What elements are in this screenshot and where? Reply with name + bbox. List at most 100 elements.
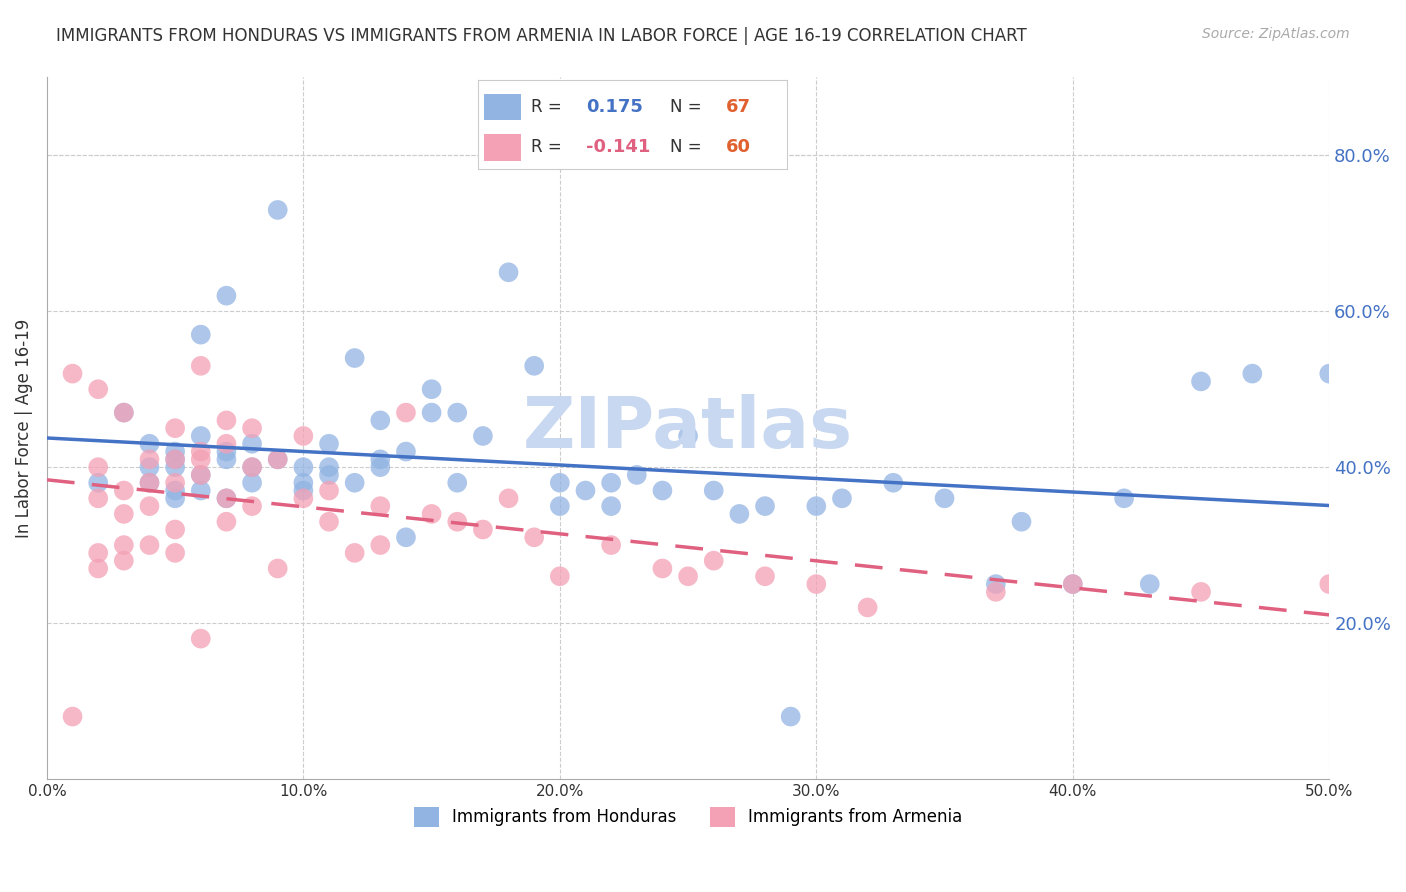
Immigrants from Armenia [138, 475, 160, 490]
Immigrants from Armenia [87, 561, 110, 575]
Immigrants from Armenia [190, 467, 212, 482]
Immigrants from Armenia [600, 538, 623, 552]
Immigrants from Armenia [651, 561, 673, 575]
Immigrants from Honduras [368, 413, 391, 427]
Immigrants from Armenia [215, 413, 238, 427]
Immigrants from Armenia [165, 452, 187, 467]
Immigrants from Honduras [779, 709, 801, 723]
Immigrants from Honduras [240, 460, 263, 475]
Immigrants from Honduras [984, 577, 1007, 591]
Immigrants from Honduras [1112, 491, 1135, 506]
Immigrants from Honduras [1011, 515, 1033, 529]
Text: 0.175: 0.175 [586, 98, 643, 116]
Immigrants from Honduras [600, 475, 623, 490]
Immigrants from Armenia [215, 491, 238, 506]
Immigrants from Armenia [190, 444, 212, 458]
Immigrants from Honduras [934, 491, 956, 506]
Immigrants from Armenia [112, 406, 135, 420]
Immigrants from Honduras [1241, 367, 1264, 381]
Immigrants from Honduras [87, 475, 110, 490]
Immigrants from Honduras [165, 483, 187, 498]
Immigrants from Honduras [806, 499, 828, 513]
Immigrants from Honduras [446, 406, 468, 420]
Y-axis label: In Labor Force | Age 16-19: In Labor Force | Age 16-19 [15, 318, 32, 538]
Immigrants from Armenia [267, 561, 290, 575]
Immigrants from Armenia [856, 600, 879, 615]
Immigrants from Armenia [984, 585, 1007, 599]
Immigrants from Armenia [112, 507, 135, 521]
Immigrants from Honduras [292, 460, 315, 475]
Immigrants from Armenia [420, 507, 443, 521]
Immigrants from Honduras [703, 483, 725, 498]
Text: Source: ZipAtlas.com: Source: ZipAtlas.com [1202, 27, 1350, 41]
Immigrants from Armenia [318, 515, 340, 529]
Immigrants from Honduras [165, 444, 187, 458]
Text: 60: 60 [725, 138, 751, 156]
Bar [484, 94, 522, 120]
Immigrants from Honduras [651, 483, 673, 498]
Immigrants from Honduras [548, 475, 571, 490]
Immigrants from Armenia [703, 554, 725, 568]
Immigrants from Armenia [87, 491, 110, 506]
Immigrants from Honduras [318, 436, 340, 450]
Immigrants from Armenia [62, 367, 84, 381]
Immigrants from Honduras [138, 475, 160, 490]
Immigrants from Armenia [318, 483, 340, 498]
Immigrants from Honduras [420, 382, 443, 396]
Immigrants from Honduras [318, 460, 340, 475]
Immigrants from Honduras [215, 288, 238, 302]
Immigrants from Armenia [112, 554, 135, 568]
Immigrants from Honduras [600, 499, 623, 513]
Immigrants from Honduras [165, 460, 187, 475]
Immigrants from Honduras [215, 444, 238, 458]
Immigrants from Armenia [754, 569, 776, 583]
Immigrants from Armenia [165, 475, 187, 490]
Immigrants from Honduras [190, 483, 212, 498]
Immigrants from Honduras [395, 530, 418, 544]
Immigrants from Honduras [267, 202, 290, 217]
Immigrants from Honduras [112, 406, 135, 420]
Immigrants from Honduras [190, 327, 212, 342]
Text: R =: R = [530, 138, 561, 156]
Immigrants from Armenia [165, 523, 187, 537]
Immigrants from Armenia [87, 546, 110, 560]
Immigrants from Armenia [240, 499, 263, 513]
Immigrants from Honduras [292, 483, 315, 498]
Text: ZIPatlas: ZIPatlas [523, 393, 853, 463]
Immigrants from Honduras [165, 452, 187, 467]
Immigrants from Honduras [1139, 577, 1161, 591]
Immigrants from Honduras [138, 436, 160, 450]
Immigrants from Armenia [87, 382, 110, 396]
Immigrants from Armenia [1317, 577, 1340, 591]
Immigrants from Armenia [165, 546, 187, 560]
Immigrants from Honduras [318, 467, 340, 482]
Immigrants from Honduras [676, 429, 699, 443]
Immigrants from Armenia [267, 452, 290, 467]
Text: 67: 67 [725, 98, 751, 116]
Immigrants from Armenia [240, 460, 263, 475]
Immigrants from Armenia [446, 515, 468, 529]
Immigrants from Armenia [523, 530, 546, 544]
Immigrants from Armenia [240, 421, 263, 435]
Immigrants from Armenia [87, 460, 110, 475]
Immigrants from Armenia [395, 406, 418, 420]
Immigrants from Honduras [523, 359, 546, 373]
Immigrants from Honduras [882, 475, 904, 490]
Immigrants from Honduras [626, 467, 648, 482]
Immigrants from Armenia [190, 452, 212, 467]
Immigrants from Armenia [215, 436, 238, 450]
Immigrants from Honduras [190, 429, 212, 443]
Immigrants from Armenia [190, 632, 212, 646]
Immigrants from Honduras [343, 475, 366, 490]
Immigrants from Honduras [1062, 577, 1084, 591]
Immigrants from Honduras [446, 475, 468, 490]
Immigrants from Armenia [471, 523, 494, 537]
Immigrants from Armenia [1189, 585, 1212, 599]
Immigrants from Honduras [368, 460, 391, 475]
Immigrants from Honduras [548, 499, 571, 513]
Legend: Immigrants from Honduras, Immigrants from Armenia: Immigrants from Honduras, Immigrants fro… [408, 800, 969, 834]
Immigrants from Armenia [138, 499, 160, 513]
Immigrants from Armenia [62, 709, 84, 723]
Immigrants from Honduras [471, 429, 494, 443]
Immigrants from Honduras [831, 491, 853, 506]
